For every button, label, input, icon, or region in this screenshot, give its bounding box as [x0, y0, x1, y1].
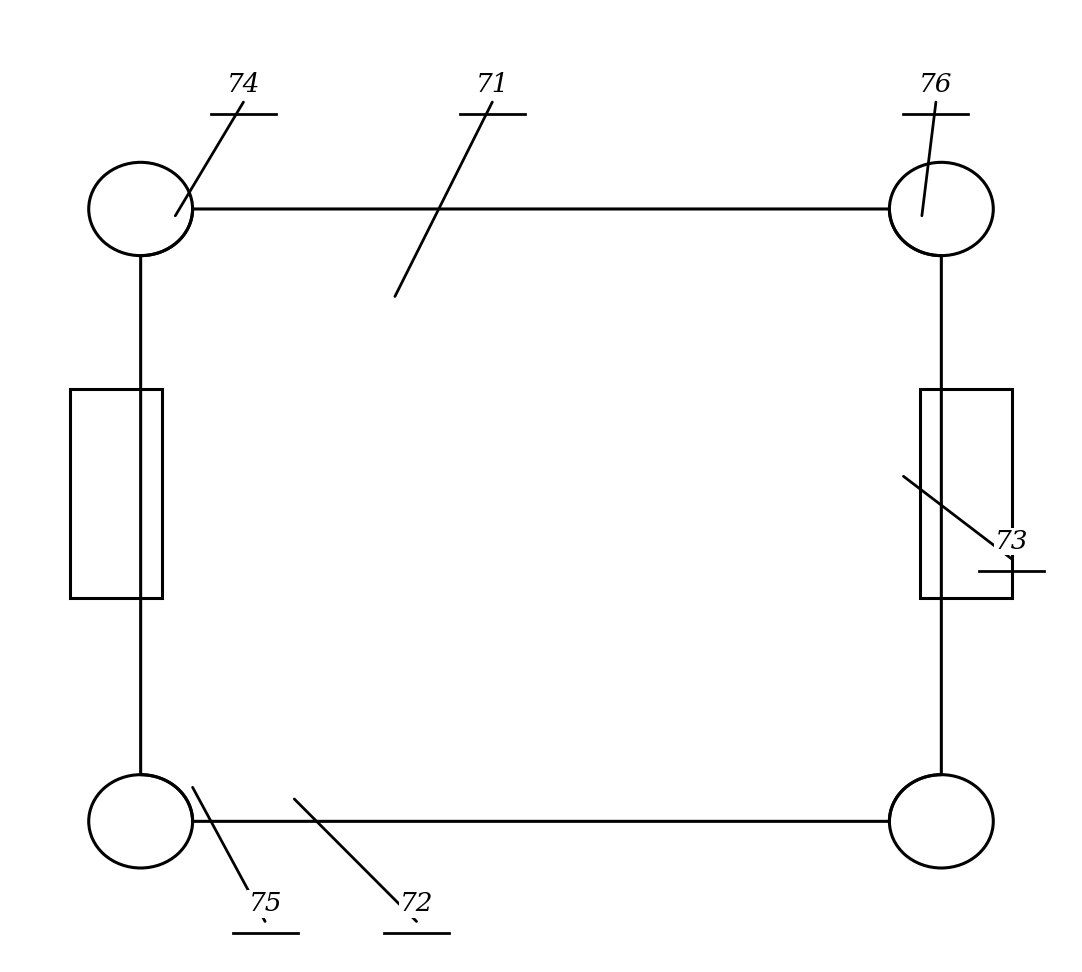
- Text: 71: 71: [476, 72, 509, 97]
- Polygon shape: [141, 209, 941, 821]
- Circle shape: [889, 162, 993, 256]
- Bar: [70, 389, 162, 598]
- Text: 73: 73: [995, 529, 1028, 554]
- Circle shape: [889, 775, 993, 868]
- Circle shape: [89, 775, 193, 868]
- Circle shape: [89, 162, 193, 256]
- Text: 74: 74: [227, 72, 260, 97]
- Text: 76: 76: [920, 72, 952, 97]
- Text: 75: 75: [249, 891, 281, 917]
- Bar: [920, 389, 1012, 598]
- Text: 72: 72: [400, 891, 433, 917]
- Bar: [920, 389, 1012, 598]
- Bar: [70, 389, 162, 598]
